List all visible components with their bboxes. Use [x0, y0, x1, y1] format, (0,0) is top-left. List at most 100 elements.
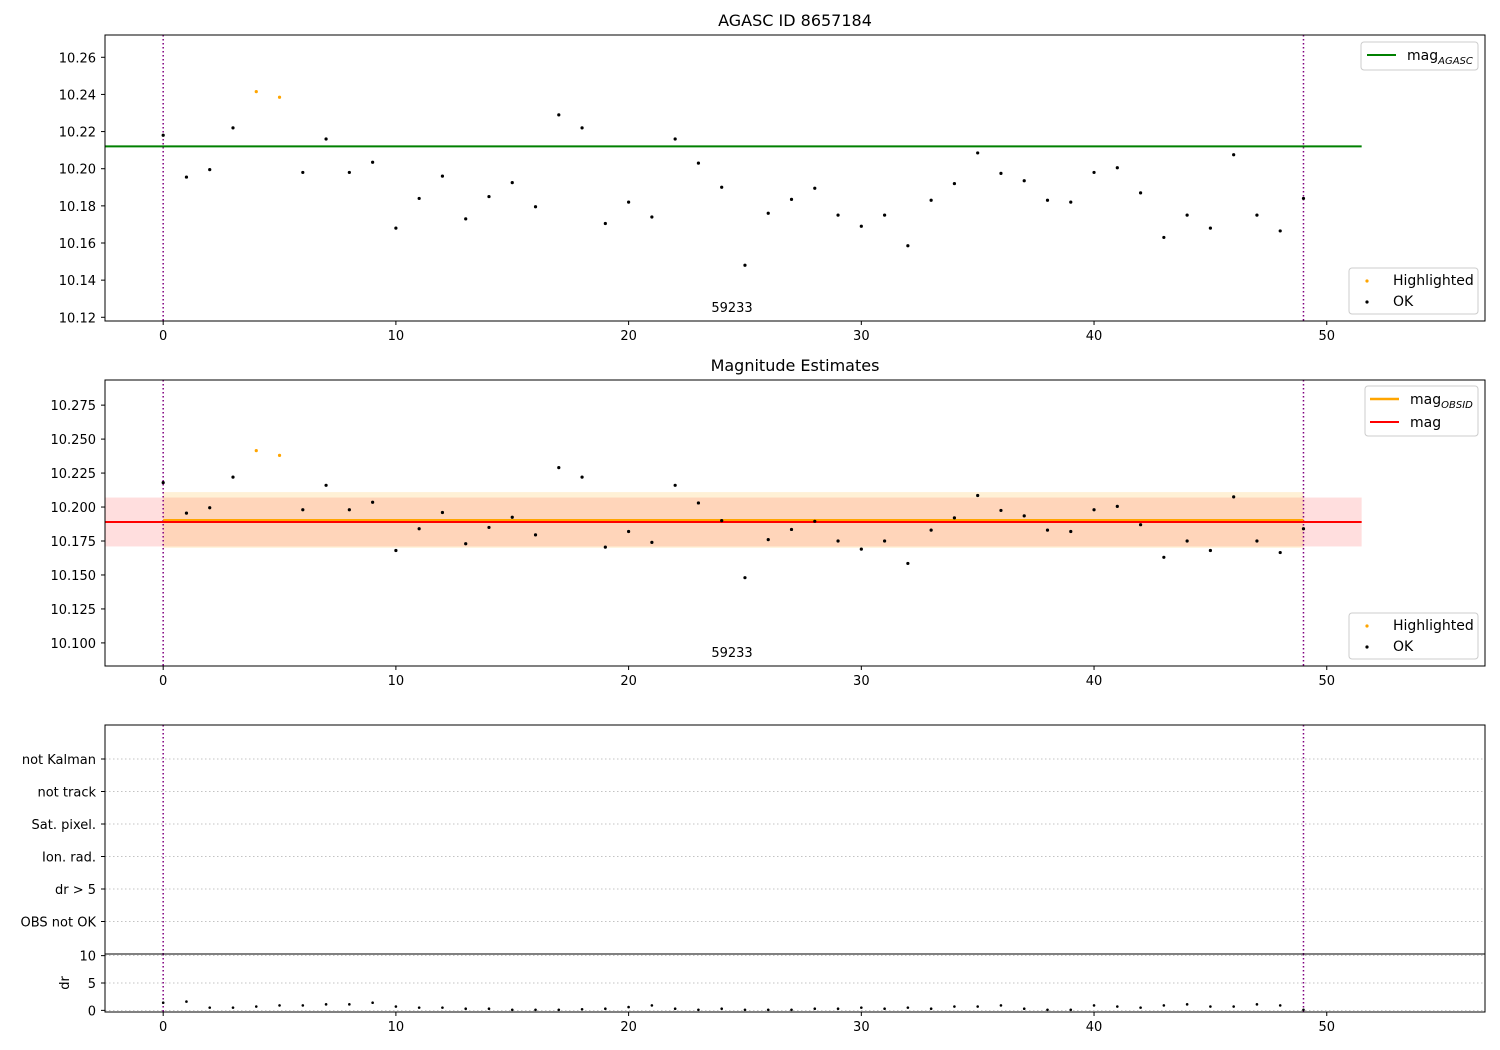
data-point-ok: [650, 540, 654, 544]
data-point-ok: [1208, 226, 1212, 230]
data-point-dr: [1302, 1008, 1305, 1012]
y-tick-label: 10.18: [59, 200, 96, 215]
chart-title-magnitude-estimates: Magnitude Estimates: [711, 356, 880, 375]
data-point-dr: [627, 1005, 630, 1009]
data-point-ok: [627, 200, 631, 204]
data-point-dr: [510, 1008, 514, 1012]
data-point-ok: [1069, 200, 1073, 204]
data-point-highlighted: [277, 453, 282, 458]
x-axis-dr: 0 10 20 30 40 50: [159, 1012, 1335, 1035]
data-point-ok: [1232, 495, 1236, 499]
y-tick-label: 5: [88, 977, 96, 992]
data-point-ok: [301, 170, 305, 175]
data-point-ok: [720, 519, 724, 523]
data-point-dr: [1139, 1006, 1142, 1009]
data-point-ok: [813, 519, 817, 523]
data-point-dr: [860, 1006, 863, 1009]
data-point-ok: [859, 547, 863, 551]
x-tick-label: 50: [1318, 1020, 1335, 1035]
data-point-ok: [906, 561, 910, 566]
points-agasc: [161, 90, 1306, 267]
x-tick-label: 0: [159, 329, 167, 344]
data-point-ok: [789, 197, 794, 201]
x-tick-label: 10: [388, 1020, 405, 1035]
legend-marker-ok: [1365, 645, 1369, 649]
data-point-dr: [580, 1007, 584, 1011]
annotation-magnitude: 59233: [711, 646, 752, 661]
chart-title-agasc: AGASC ID 8657184: [718, 11, 872, 30]
legend-label-ok: OK: [1393, 639, 1414, 655]
y-tick-label: 10.200: [51, 501, 97, 516]
y-tick-label: 10.26: [59, 51, 96, 66]
data-point-ok: [813, 186, 817, 190]
data-point-ok: [859, 224, 863, 228]
y-tick-label: 10.24: [59, 88, 96, 103]
data-point-ok: [999, 508, 1003, 513]
legend-label-ok: OK: [1393, 294, 1414, 310]
data-point-ok: [557, 113, 561, 117]
x-axis-magnitude: 0 10 20 30 40 50: [159, 666, 1335, 689]
legend-box: [1348, 267, 1479, 315]
data-point-ok: [417, 527, 421, 531]
data-point-ok: [557, 466, 561, 470]
data-point-dr: [348, 1003, 351, 1006]
y-tick-label: 10.125: [51, 603, 97, 618]
data-point-ok: [720, 185, 724, 189]
data-point-ok: [1301, 527, 1306, 531]
data-point-dr: [1185, 1003, 1189, 1006]
flags-categories: not Kalman not track Sat. pixel. Ion. rad. d…: [21, 753, 105, 931]
y-tick-label: 10.12: [59, 311, 96, 326]
data-point-ok: [510, 181, 514, 185]
data-point-ok: [487, 525, 491, 530]
y-tick-label: 10.14: [59, 274, 96, 289]
y-tick-label: 10.275: [51, 399, 97, 414]
data-point-ok: [417, 196, 421, 201]
x-tick-label: 20: [620, 674, 637, 689]
data-point-ok: [580, 126, 584, 130]
y-axis-dr: 0 5 10: [79, 950, 105, 1019]
points-magnitude: [161, 449, 1306, 580]
data-point-dr: [836, 1007, 840, 1011]
data-point-ok: [603, 221, 607, 226]
data-point-ok: [324, 483, 328, 487]
data-point-ok: [1022, 179, 1026, 183]
data-point-ok: [231, 126, 235, 130]
data-point-ok: [1208, 548, 1212, 553]
data-point-ok: [161, 133, 165, 137]
data-point-ok: [324, 137, 328, 141]
data-point-ok: [743, 263, 747, 267]
data-point-ok: [1138, 523, 1143, 527]
data-point-ok: [1278, 550, 1282, 555]
data-point-ok: [1162, 555, 1166, 559]
data-point-ok: [766, 538, 770, 542]
data-point-ok: [464, 542, 468, 546]
legend-label-mag: mag: [1410, 415, 1441, 431]
x-tick-label: 50: [1318, 329, 1335, 344]
data-point-ok: [766, 211, 770, 215]
x-tick-label: 10: [388, 329, 405, 344]
data-point-ok: [627, 529, 631, 534]
y-tick-label: 10.250: [51, 433, 97, 448]
data-point-dr: [185, 1000, 188, 1003]
data-point-dr: [534, 1008, 537, 1012]
data-point-ok: [208, 168, 212, 172]
data-point-ok: [882, 539, 887, 543]
data-point-ok: [464, 217, 468, 221]
data-point-dr: [673, 1007, 677, 1011]
flag-category-label: not Kalman: [22, 753, 96, 768]
data-point-dr: [557, 1008, 561, 1012]
data-point-ok: [789, 527, 794, 532]
data-point-ok: [533, 205, 538, 209]
data-point-ok: [231, 475, 235, 479]
flag-category-label: not track: [37, 786, 96, 801]
data-point-dr: [301, 1004, 305, 1007]
data-point-dr: [1232, 1005, 1235, 1008]
data-point-ok: [929, 528, 933, 532]
x-tick-label: 20: [620, 1020, 637, 1035]
data-point-ok: [1278, 229, 1282, 233]
y-tick-label: 10.16: [59, 237, 96, 252]
data-point-ok: [1115, 504, 1119, 508]
data-point-dr: [929, 1007, 933, 1011]
